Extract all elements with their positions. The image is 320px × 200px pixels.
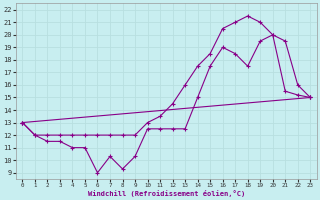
X-axis label: Windchill (Refroidissement éolien,°C): Windchill (Refroidissement éolien,°C) <box>88 190 245 197</box>
